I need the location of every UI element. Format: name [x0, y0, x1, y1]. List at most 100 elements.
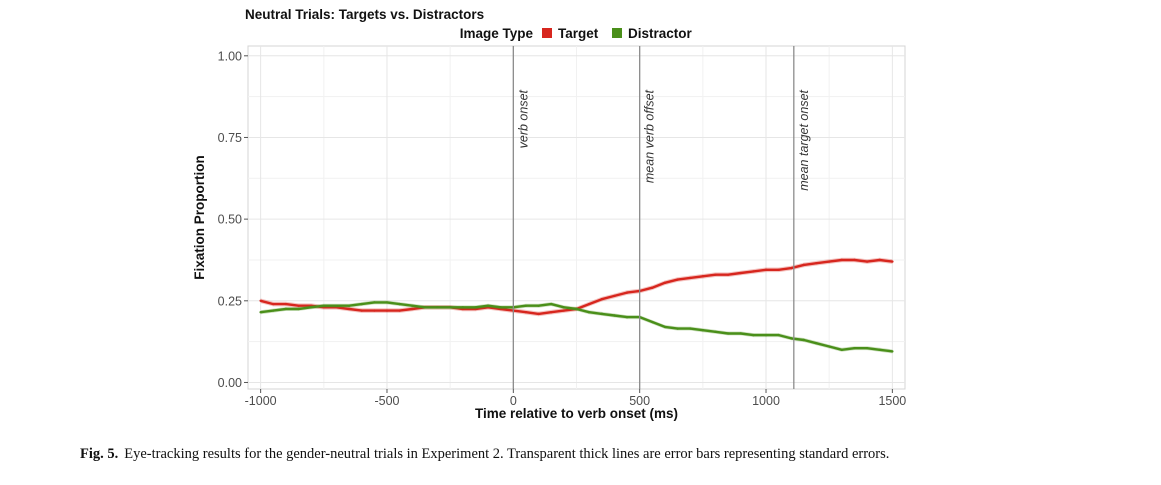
data-point-distractor: [790, 337, 793, 340]
chart-title: Neutral Trials: Targets vs. Distractors: [245, 7, 484, 22]
data-point-target: [663, 281, 667, 285]
data-point-distractor: [625, 315, 629, 319]
data-point-distractor: [272, 309, 275, 312]
chart: -1000 -500 0 500 1000 1500 0.00 0.25 0.50 0.75 1.0…: [192, 7, 906, 421]
data-point-distractor: [562, 306, 566, 309]
data-point-distractor: [448, 306, 452, 309]
y-tick-label: 1.00: [218, 49, 242, 63]
data-point-target: [752, 270, 755, 273]
data-point-target: [853, 258, 856, 262]
x-tick-label: 0: [510, 394, 517, 408]
legend-swatch-distractor: [612, 28, 622, 38]
caption-label: Fig. 5.: [80, 446, 119, 462]
data-point-distractor: [651, 320, 654, 324]
data-point-target: [562, 309, 566, 312]
figure-caption: Fig. 5. Eye-tracking results for the gend…: [80, 446, 1130, 463]
data-point-distractor: [891, 350, 894, 353]
data-point-target: [878, 258, 881, 262]
data-point-target: [651, 286, 654, 289]
data-point-target: [272, 302, 275, 306]
data-point-distractor: [575, 307, 578, 311]
legend-swatch-target: [542, 28, 552, 38]
data-point-target: [398, 309, 401, 312]
data-point-distractor: [587, 311, 591, 314]
figure: -1000 -500 0 500 1000 1500 0.00 0.25 0.50 0.75 1.0…: [192, 7, 906, 421]
caption-text: Eye-tracking results for the gender-neut…: [124, 446, 890, 462]
data-point-distractor: [347, 304, 351, 307]
data-point-distractor: [373, 301, 376, 304]
data-point-target: [385, 309, 389, 312]
data-point-distractor: [423, 306, 427, 309]
data-point-target: [524, 311, 528, 314]
data-point-distractor: [663, 325, 667, 329]
data-point-distractor: [499, 306, 502, 309]
data-point-target: [600, 297, 603, 301]
data-point-distractor: [385, 301, 389, 304]
data-point-distractor: [689, 327, 692, 330]
y-tick-label: 0.00: [218, 376, 242, 390]
data-point-distractor: [436, 306, 439, 309]
data-point-target: [625, 291, 629, 294]
x-axis-label: Time relative to verb onset (ms): [475, 406, 678, 421]
data-point-distractor: [322, 304, 326, 307]
x-tick-label: 1500: [878, 394, 906, 408]
data-point-target: [297, 304, 300, 307]
data-point-target: [373, 309, 376, 312]
data-point-target: [347, 307, 351, 311]
data-point-target: [726, 273, 730, 276]
data-point-target: [714, 273, 717, 276]
annotation-label: verb onset: [516, 89, 530, 148]
data-point-distractor: [853, 346, 856, 350]
data-point-distractor: [878, 348, 881, 351]
data-point-distractor: [752, 333, 755, 337]
data-point-target: [550, 311, 553, 314]
data-point-distractor: [701, 329, 705, 332]
data-point-distractor: [524, 304, 528, 307]
x-tick-label: -500: [374, 394, 399, 408]
data-point-target: [537, 312, 540, 316]
data-point-target: [891, 260, 894, 263]
y-tick-label: 0.75: [218, 131, 242, 145]
data-point-target: [777, 268, 780, 271]
data-point-target: [689, 276, 692, 280]
data-point-distractor: [360, 302, 363, 306]
data-point-distractor: [676, 327, 679, 330]
data-point-distractor: [309, 306, 313, 309]
data-point-distractor: [840, 348, 844, 351]
data-point-target: [587, 302, 591, 306]
annotation-label: mean target onset: [797, 89, 811, 190]
legend-title: Image Type: [460, 26, 534, 41]
data-point-distractor: [726, 332, 730, 335]
data-point-distractor: [259, 311, 262, 314]
data-point-distractor: [297, 307, 300, 311]
data-point-distractor: [764, 333, 768, 337]
data-point-distractor: [335, 304, 338, 307]
series-distractor: [259, 300, 894, 354]
legend-label-distractor: Distractor: [628, 26, 693, 41]
data-point-target: [790, 266, 793, 270]
legend-label-target: Target: [558, 26, 599, 41]
data-point-target: [284, 302, 288, 306]
data-point-distractor: [537, 304, 540, 307]
data-point-distractor: [474, 306, 477, 309]
data-point-target: [411, 307, 414, 311]
data-point-target: [764, 268, 768, 271]
data-point-target: [360, 309, 363, 312]
data-point-distractor: [284, 307, 288, 311]
data-point-target: [802, 263, 806, 267]
data-point-target: [739, 271, 742, 275]
data-point-distractor: [398, 302, 401, 306]
y-tick-label: 0.25: [218, 294, 242, 308]
data-point-distractor: [600, 312, 603, 316]
x-tick-label: -1000: [245, 394, 277, 408]
data-point-target: [701, 275, 705, 278]
data-point-distractor: [815, 342, 818, 345]
x-tick-label: 500: [629, 394, 650, 408]
data-point-distractor: [411, 304, 414, 307]
data-point-target: [815, 262, 818, 265]
data-point-distractor: [714, 330, 717, 334]
data-point-distractor: [461, 306, 464, 309]
data-point-target: [676, 278, 679, 281]
error-band-target: [260, 257, 893, 317]
data-point-distractor: [802, 338, 806, 342]
